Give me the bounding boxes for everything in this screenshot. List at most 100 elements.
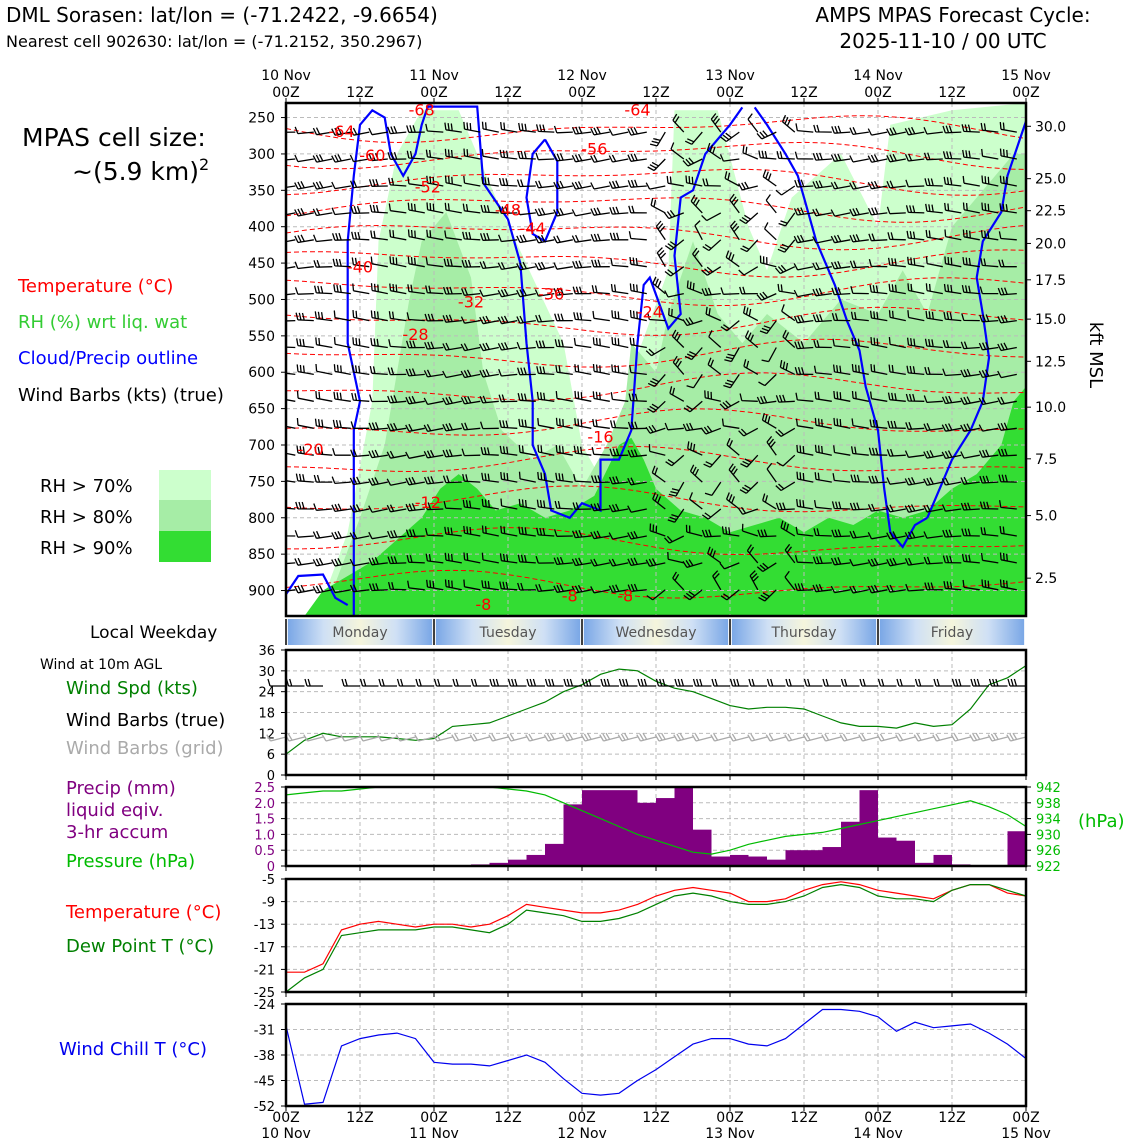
wind-barb: [886, 504, 906, 513]
top-date-label: 12 Nov: [557, 68, 607, 84]
wind-barb: [701, 287, 721, 296]
wind-barb: [710, 113, 722, 133]
wind-barb: [832, 338, 851, 349]
wind-barb: [728, 733, 749, 742]
wind-barb: [627, 127, 647, 136]
wind-barb: [997, 287, 1017, 296]
wind-barb: [608, 180, 629, 189]
wind-barb: [313, 503, 333, 511]
wind-barb: [618, 678, 638, 687]
wind-barb: [424, 527, 444, 537]
wind-barb: [534, 289, 555, 297]
pressure-tick-label: 500: [248, 292, 275, 308]
top-date-label: 13 Nov: [705, 68, 755, 84]
wind-barb: [629, 365, 647, 376]
wind-barb: [497, 234, 518, 243]
wind-barb: [516, 179, 536, 188]
wind-barb: [887, 392, 906, 402]
wind-barb: [407, 176, 425, 187]
precip-bar: [526, 854, 545, 866]
wind-barb: [294, 208, 314, 217]
wind-barb: [738, 181, 758, 191]
wind-barb: [526, 678, 545, 687]
wind-barb: [368, 179, 388, 187]
y-tick-label: -21: [254, 963, 275, 978]
upper-wind-barbs: [286, 113, 1017, 602]
wind-barb: [813, 340, 832, 349]
wind-barb: [405, 395, 425, 405]
wind-barb: [369, 394, 388, 403]
xsec-frame: [284, 101, 1028, 618]
wind-barb: [997, 396, 1017, 405]
wind-barb: [406, 150, 425, 160]
wind-barb: [999, 122, 1017, 133]
precip-bar: [730, 854, 749, 866]
wind-barb: [369, 365, 388, 376]
wind-barb: [286, 534, 296, 537]
temperature-label: -8: [562, 586, 578, 605]
wind-barb: [668, 481, 685, 497]
precip-bar: [748, 856, 767, 866]
wind-barb: [629, 310, 647, 322]
wind-barb: [923, 556, 943, 565]
wind-barb: [960, 396, 980, 405]
wind-barb: [812, 152, 832, 161]
wind-barb: [313, 474, 333, 483]
wind-barb: [944, 202, 962, 214]
wind-barb: [812, 180, 832, 189]
wind-barb: [312, 208, 333, 217]
wind-barb: [886, 584, 906, 593]
wind-barb: [294, 234, 314, 244]
wind-barb: [349, 531, 370, 540]
wind-barb: [481, 580, 499, 591]
kft-tick-label: 7.5: [1035, 452, 1057, 468]
wind-barb: [648, 444, 666, 456]
wind-barb: [572, 286, 592, 295]
wind-barb: [742, 305, 759, 322]
temperature-contour: [286, 168, 1026, 196]
wind-barb: [312, 557, 333, 567]
wind-barb: [600, 678, 619, 687]
legend-swatch-rh90: [159, 531, 211, 562]
wind-barb: [387, 530, 407, 539]
wind-barb: [905, 393, 925, 402]
wind-barb: [333, 284, 351, 295]
wind-barb: [296, 364, 314, 376]
wind-barb: [517, 554, 536, 564]
wind-barb: [544, 678, 564, 687]
wind-barb: [831, 313, 851, 322]
wind-barb: [923, 127, 943, 135]
wind-barb: [762, 169, 777, 187]
wind-barb: [849, 181, 869, 190]
wind-barb: [645, 346, 666, 357]
wind-barb: [647, 373, 666, 388]
wind-barb: [461, 448, 481, 457]
wind-barb: [887, 257, 906, 268]
wind-barb: [609, 420, 629, 429]
wind-barb: [349, 127, 370, 136]
wind-barb: [554, 500, 573, 510]
wind-barb: [849, 127, 869, 136]
wind-barb: [516, 288, 536, 298]
kft-tick-label: 5.0: [1035, 509, 1057, 525]
wind-barb: [960, 502, 980, 511]
wind-barb: [775, 394, 795, 403]
bottom-date-label: 10 Nov: [261, 1126, 311, 1140]
top-time-tick: 00Z: [272, 85, 299, 101]
wind-barb: [499, 420, 518, 429]
wind-barb: [669, 386, 685, 402]
wind-barb: [694, 220, 703, 241]
wind-barb: [904, 557, 925, 566]
wind-barb: [905, 205, 925, 214]
temperature-contour: [286, 249, 1026, 278]
wind-barb: [294, 181, 314, 190]
wind-barb: [923, 395, 943, 404]
wind-barb: [740, 454, 759, 468]
wind-barb: [795, 418, 814, 429]
weekday-bar: Monday Tuesday Wednesday Thursday Friday: [285, 619, 1025, 645]
wind-barb: [387, 581, 407, 591]
wind-barb: [525, 733, 546, 742]
wind-barb: [739, 286, 758, 295]
wind-barb: [766, 462, 777, 483]
weekday-name: Wednesday: [615, 625, 696, 641]
